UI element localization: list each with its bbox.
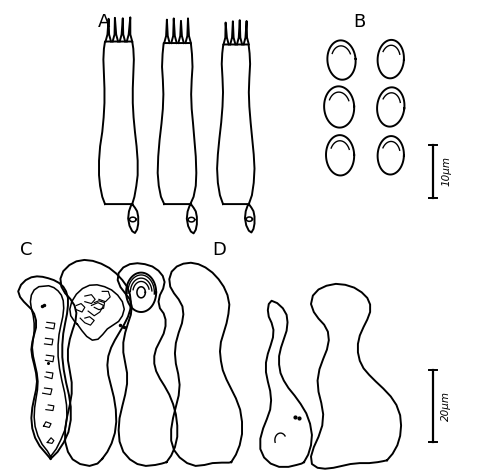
- Text: A: A: [98, 13, 110, 31]
- Text: 20μm: 20μm: [442, 391, 452, 421]
- Text: 10μm: 10μm: [442, 157, 452, 186]
- Text: B: B: [353, 13, 366, 31]
- Text: C: C: [20, 241, 32, 259]
- Text: D: D: [212, 241, 226, 259]
